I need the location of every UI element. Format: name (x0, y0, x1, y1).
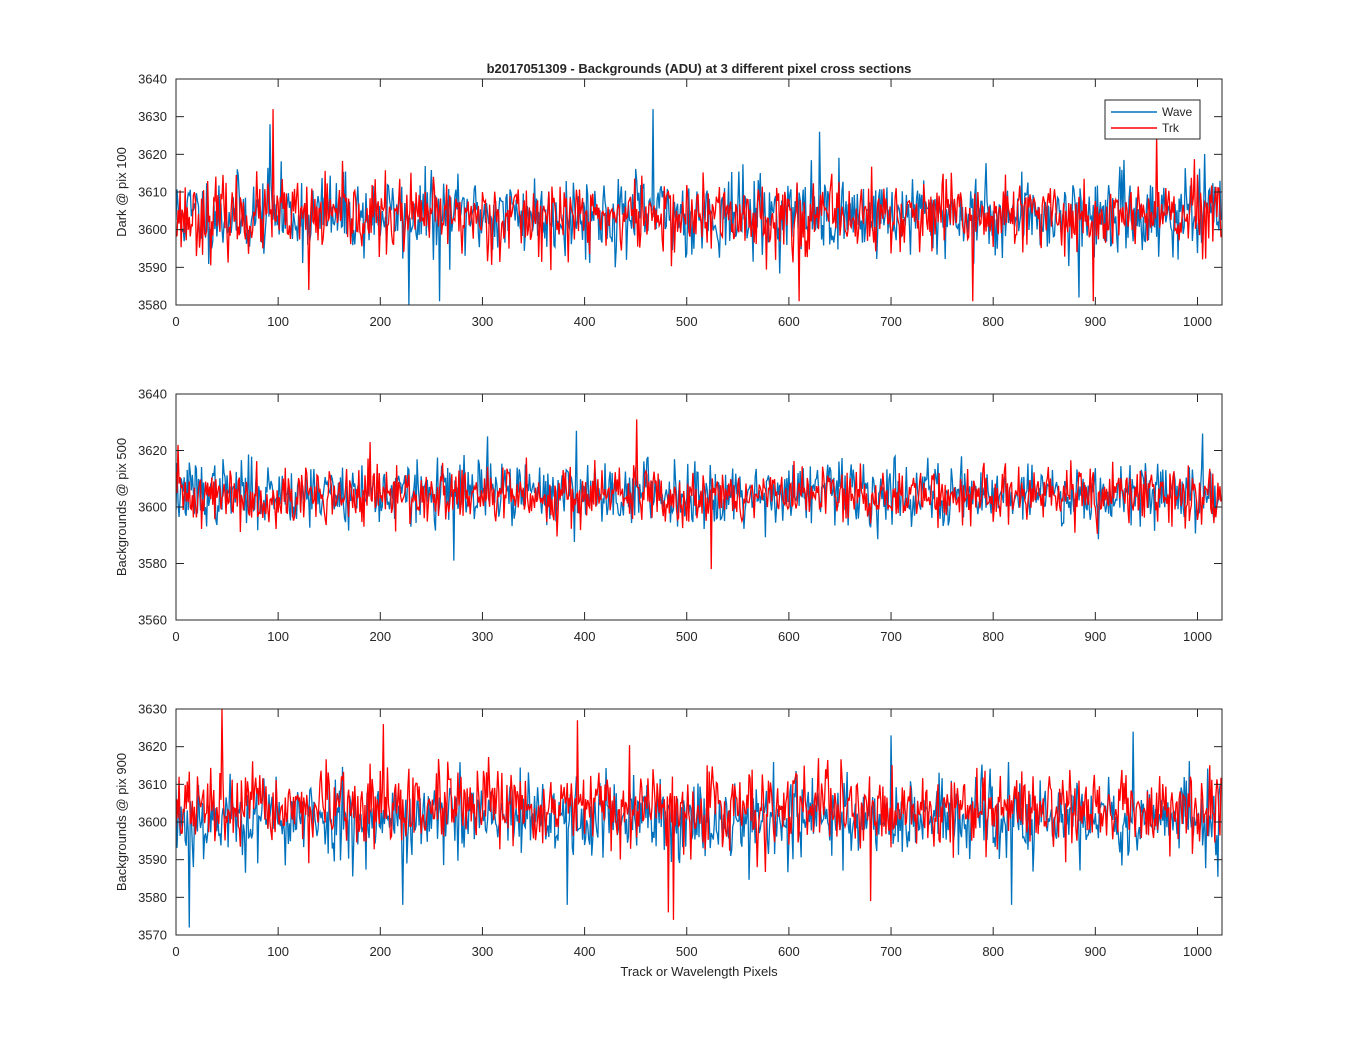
y-tick-label: 3620 (138, 147, 167, 162)
y-axis-label: Dark @ pix 100 (114, 147, 129, 237)
x-tick-label: 500 (676, 314, 698, 329)
x-tick-label: 700 (880, 314, 902, 329)
y-tick-label: 3580 (138, 890, 167, 905)
y-tick-label: 3640 (138, 387, 167, 402)
axes-dark-pix-100: 0 100 200 300 400 500 600 700 800 900 1000 3580 3590… (114, 72, 1223, 329)
x-tick-label: 900 (1084, 944, 1106, 959)
legend-box (1104, 99, 1201, 140)
y-tick-label: 3600 (138, 222, 167, 237)
series-line-trk (176, 419, 1222, 570)
x-tick-label: 300 (472, 629, 494, 644)
x-tick-label: 600 (778, 944, 800, 959)
x-tick-label: 0 (172, 629, 179, 644)
y-tick-label: 3580 (138, 298, 167, 313)
y-tick-label: 3620 (138, 739, 167, 754)
x-tick-label: 0 (172, 944, 179, 959)
y-tick-label: 3620 (138, 443, 167, 458)
x-tick-label: 200 (369, 629, 391, 644)
x-tick-label: 100 (267, 314, 289, 329)
y-tick-label: 3570 (138, 928, 167, 943)
series-line-trk (176, 109, 1222, 302)
series-line-trk (176, 709, 1222, 920)
axes-backgrounds-pix-900: 0 100 200 300 400 500 600 700 800 900 1000 3570 3580… (114, 702, 1223, 959)
plot-area (176, 79, 1222, 305)
legend-label-trk: Trk (1162, 121, 1180, 135)
x-tick-label: 700 (880, 944, 902, 959)
x-tick-label: 1000 (1183, 314, 1212, 329)
x-tick-label: 100 (267, 944, 289, 959)
x-tick-label: 200 (369, 314, 391, 329)
x-tick-label: 400 (574, 944, 596, 959)
x-axis-label: Track or Wavelength Pixels (620, 964, 778, 979)
x-tick-label: 300 (472, 314, 494, 329)
x-tick-label: 100 (267, 629, 289, 644)
y-tick-label: 3640 (138, 72, 167, 87)
x-tick-label: 300 (472, 944, 494, 959)
series-line-wave (176, 430, 1222, 561)
y-tick-label: 3560 (138, 613, 167, 628)
x-tick-label: 900 (1084, 629, 1106, 644)
x-tick-label: 1000 (1183, 629, 1212, 644)
x-tick-label: 500 (676, 629, 698, 644)
x-tick-label: 700 (880, 629, 902, 644)
x-tick-label: 800 (982, 629, 1004, 644)
x-tick-label: 200 (369, 944, 391, 959)
y-tick-label: 3630 (138, 109, 167, 124)
x-tick-label: 500 (676, 944, 698, 959)
y-axis-label: Backgrounds @ pix 900 (114, 753, 129, 891)
figure-title: b2017051309 - Backgrounds (ADU) at 3 dif… (487, 61, 912, 76)
y-tick-label: 3630 (138, 702, 167, 717)
x-tick-label: 600 (778, 314, 800, 329)
y-tick-label: 3590 (138, 852, 167, 867)
y-axis-label: Backgrounds @ pix 500 (114, 438, 129, 576)
x-tick-label: 800 (982, 944, 1004, 959)
axes-backgrounds-pix-500: 0 100 200 300 400 500 600 700 800 900 1000 3560 3580… (114, 387, 1223, 644)
legend-label-wave: Wave (1162, 105, 1193, 119)
x-tick-label: 600 (778, 629, 800, 644)
x-tick-label: 400 (574, 314, 596, 329)
x-tick-label: 1000 (1183, 944, 1212, 959)
y-tick-label: 3610 (138, 777, 167, 792)
legend: Wave Trk (1104, 99, 1201, 140)
x-tick-label: 900 (1084, 314, 1106, 329)
y-tick-label: 3610 (138, 185, 167, 200)
y-tick-label: 3600 (138, 815, 167, 830)
y-tick-label: 3600 (138, 500, 167, 515)
y-tick-label: 3580 (138, 556, 167, 571)
x-tick-label: 800 (982, 314, 1004, 329)
y-tick-label: 3590 (138, 260, 167, 275)
x-tick-label: 400 (574, 629, 596, 644)
x-tick-label: 0 (172, 314, 179, 329)
